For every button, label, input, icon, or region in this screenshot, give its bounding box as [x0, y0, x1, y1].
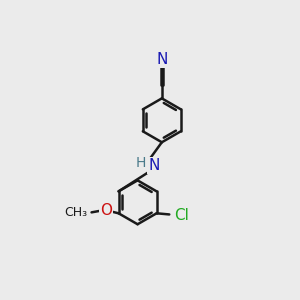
Text: N: N [156, 52, 167, 67]
Text: CH₃: CH₃ [64, 206, 87, 219]
Text: O: O [100, 203, 112, 218]
Text: N: N [148, 158, 159, 173]
Text: H: H [136, 156, 146, 170]
Text: Cl: Cl [174, 208, 189, 223]
